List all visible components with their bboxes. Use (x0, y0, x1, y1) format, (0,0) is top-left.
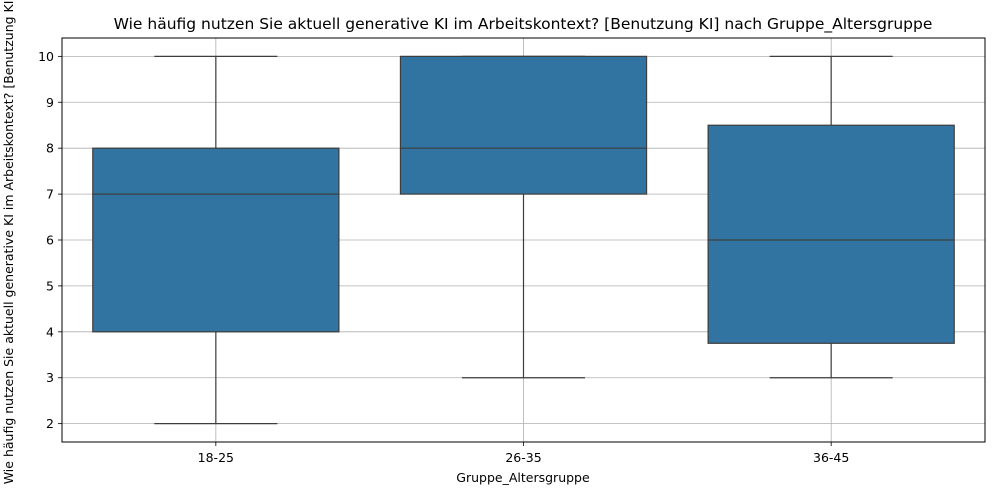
box-iqr (707, 124, 955, 344)
box-iqr (399, 55, 648, 195)
box-18-25 (92, 55, 340, 425)
y-tick-label: 6 (46, 233, 54, 248)
box-iqr (92, 147, 340, 333)
y-tick-label: 3 (46, 370, 54, 385)
x-tick-label: 36-45 (813, 450, 849, 465)
x-tick-label: 18-25 (198, 450, 234, 465)
boxes-layer (92, 55, 955, 425)
y-axis-label: Wie häufig nutzen Sie aktuell generative… (1, 0, 16, 484)
x-tick-label: 26-35 (505, 450, 541, 465)
x-axis-label: Gruppe_Altersgruppe (456, 470, 590, 485)
y-tick-label: 10 (38, 49, 54, 64)
y-tick-label: 2 (46, 416, 54, 431)
y-tick-label: 9 (46, 95, 54, 110)
box-36-45 (707, 55, 955, 379)
x-axis-ticks: 18-25 26-35 36-45 (198, 442, 849, 465)
y-tick-label: 4 (46, 324, 54, 339)
y-tick-label: 7 (46, 187, 54, 202)
y-tick-label: 8 (46, 141, 54, 156)
y-tick-label: 5 (46, 278, 54, 293)
chart-title: Wie häufig nutzen Sie aktuell generative… (114, 15, 933, 34)
y-axis-ticks: 2 3 4 5 6 7 8 9 10 (38, 49, 62, 431)
box-26-35 (399, 55, 648, 379)
